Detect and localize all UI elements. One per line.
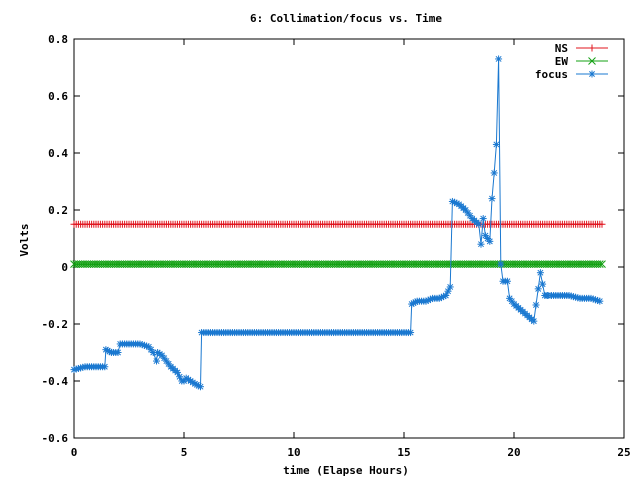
marker-stroke <box>489 195 495 202</box>
marker-stroke <box>478 241 484 248</box>
data-point <box>492 140 500 148</box>
marker-stroke <box>539 281 546 288</box>
data-point <box>407 329 415 337</box>
data-point <box>153 357 160 365</box>
series-focus <box>70 55 604 391</box>
data-point <box>490 169 498 177</box>
data-point <box>197 383 204 391</box>
x-axis-label: time (Elapse Hours) <box>283 464 409 477</box>
data-point <box>101 363 109 371</box>
data-point <box>497 260 505 268</box>
y-tick-label: 0.6 <box>48 90 68 103</box>
data-point <box>598 260 606 269</box>
marker-stroke <box>475 221 482 228</box>
marker-stroke <box>407 329 414 336</box>
marker-stroke <box>101 363 108 370</box>
data-point <box>446 283 454 291</box>
data-point <box>495 55 503 63</box>
data-point <box>595 260 604 269</box>
marker-stroke <box>493 141 500 148</box>
legend-marker <box>588 44 596 52</box>
marker-stroke <box>153 358 160 365</box>
y-tick-label: 0 <box>61 261 68 274</box>
y-tick-label: -0.6 <box>42 432 69 445</box>
data-point <box>532 301 540 309</box>
marker-stroke <box>480 215 487 222</box>
chart-title: 6: Collimation/focus vs. Time <box>250 12 442 25</box>
marker-stroke <box>598 260 606 269</box>
marker-stroke <box>115 349 121 356</box>
data-point <box>503 277 511 285</box>
marker-stroke <box>588 57 596 65</box>
data-point <box>475 220 483 228</box>
marker-stroke <box>150 349 157 356</box>
data-point <box>477 240 485 248</box>
x-tick-label: 25 <box>617 446 630 459</box>
marker-stroke <box>504 278 511 285</box>
marker-stroke <box>596 298 603 305</box>
legend-marker <box>588 57 596 65</box>
x-tick-label: 0 <box>71 446 78 459</box>
x-tick-label: 20 <box>507 446 520 459</box>
marker-stroke <box>589 71 595 77</box>
series-ns <box>70 220 606 228</box>
marker-stroke <box>491 169 498 176</box>
plot-frame <box>73 38 625 439</box>
series-ew <box>70 260 606 269</box>
data-point <box>539 280 547 288</box>
y-tick-label: -0.4 <box>42 375 69 388</box>
y-axis-label: Volts <box>18 223 31 256</box>
x-tick-label: 10 <box>287 446 300 459</box>
y-tick-label: 0.8 <box>48 33 68 46</box>
data-point <box>534 285 542 293</box>
y-tick-label: 0.4 <box>48 147 68 160</box>
data-point <box>486 237 494 245</box>
legend-label: NS <box>555 42 568 55</box>
data-point <box>479 215 487 223</box>
legend-label: focus <box>535 68 568 81</box>
marker-stroke <box>497 261 504 268</box>
legend-marker <box>588 70 596 78</box>
marker-stroke <box>535 285 542 292</box>
data-point <box>114 349 122 356</box>
x-axis: 0 5 10 15 20 25 <box>71 39 631 459</box>
y-tick-label: 0.2 <box>48 204 68 217</box>
x-tick-label: 15 <box>397 446 410 459</box>
marker-stroke <box>486 238 493 245</box>
y-tick-label: -0.2 <box>42 318 69 331</box>
marker-stroke <box>197 383 204 390</box>
legend-label: EW <box>555 55 569 68</box>
data-point <box>530 317 538 325</box>
data-point <box>598 220 606 228</box>
marker-stroke <box>533 302 539 308</box>
marker-stroke <box>447 283 454 290</box>
marker-stroke <box>176 373 183 380</box>
data-point <box>488 195 496 203</box>
marker-stroke <box>595 260 604 269</box>
marker-stroke <box>537 269 544 276</box>
marker-stroke <box>530 318 537 325</box>
marker-stroke <box>495 55 502 62</box>
data-point <box>536 269 544 277</box>
y-axis: 0.8 0.6 0.4 0.2 0 -0.2 -0.4 -0.6 <box>42 33 624 445</box>
data-point <box>596 297 604 305</box>
marker-stroke <box>174 369 181 376</box>
x-tick-label: 5 <box>181 446 188 459</box>
series-layer <box>70 55 606 391</box>
